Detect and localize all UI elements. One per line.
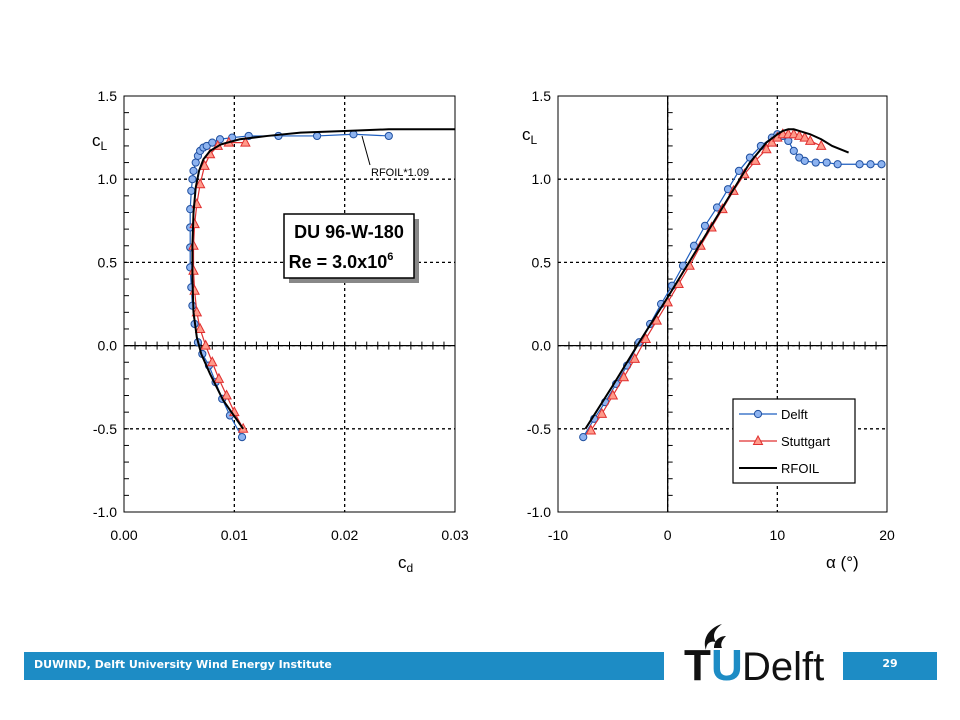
y-axis-label: cL (522, 125, 538, 147)
footer-institute-text: DUWIND, Delft University Wind Energy Ins… (34, 658, 332, 671)
reynolds-number: Re = 3.0x106 (289, 251, 394, 272)
logo-delft: Delft (742, 645, 824, 684)
delft-marker (188, 175, 197, 184)
tu-delft-logo: T U Delft (684, 624, 824, 684)
stuttgart-marker (596, 407, 608, 418)
delft-marker (349, 130, 358, 139)
stuttgart-marker (194, 322, 206, 333)
charts-canvas: 1.51.00.50.0-0.5-1.00.00 0.01 0.02 0.03cLcd… (92, 88, 895, 575)
flame-icon (704, 624, 726, 650)
delft-marker (866, 160, 875, 169)
stuttgart-marker (629, 352, 641, 363)
legend-label: Stuttgart (781, 434, 831, 449)
legend-delft-marker (753, 409, 763, 419)
delft-marker (237, 433, 247, 442)
x-tick-label: 10 (770, 527, 786, 543)
x-tick-label: 0 (664, 527, 672, 543)
series-rfoil-line (191, 128, 455, 430)
stuttgart-marker (799, 131, 811, 142)
chart-cl-vs-cd: 1.5 1.0 0.5 0.0 -0.5 -1.0 0.00 0.01 0.02 0.03 cL cd… (92, 88, 469, 575)
stuttgart-marker (199, 159, 210, 170)
delft-marker (700, 221, 710, 230)
x-tick-label: 0.00 (110, 527, 137, 543)
y-tick-label: 0.5 (98, 254, 118, 270)
delft-marker (789, 146, 798, 156)
delft-marker (855, 160, 864, 169)
delft-marker (784, 136, 793, 146)
x-tick-label: 0.02 (331, 527, 358, 543)
y-tick-label: 1.5 (532, 88, 552, 104)
logo-letter-t: T (684, 641, 711, 684)
rfoil-callout-label: RFOIL*1.09 (371, 167, 429, 179)
x-tick-label: 0.03 (441, 527, 468, 543)
y-tick-label: 1.5 (98, 88, 118, 104)
stuttgart-marker (804, 134, 816, 145)
stuttgart-marker (618, 371, 630, 382)
x-tick-label: 0.01 (221, 527, 248, 543)
stuttgart-marker (788, 128, 800, 139)
delft-marker (822, 158, 831, 167)
airfoil-name: DU 96-W-180 (294, 222, 404, 242)
footer-bar (24, 652, 664, 680)
delft-marker (312, 131, 322, 141)
delft-marker (384, 131, 393, 141)
y-tick-label: -1.0 (93, 504, 117, 520)
delft-marker (800, 156, 809, 165)
x-tick-label: -10 (548, 527, 568, 543)
x-tick-label: 20 (879, 527, 895, 543)
y-tick-label: 1.0 (532, 171, 552, 187)
delft-marker (191, 158, 200, 167)
stuttgart-marker (206, 356, 218, 367)
slide-number-bar (843, 652, 937, 680)
stuttgart-marker (221, 389, 232, 400)
delft-marker (579, 433, 588, 442)
stuttgart-marker (607, 389, 619, 400)
stuttgart-marker (815, 139, 827, 150)
delft-marker (734, 166, 744, 175)
y-axis-label: cL (92, 131, 108, 153)
y-tick-label: 0.5 (532, 254, 552, 270)
stuttgart-marker (200, 339, 211, 350)
stuttgart-marker (240, 136, 251, 147)
x-axis-label: α (°) (826, 553, 859, 572)
annotation-box (283, 213, 415, 279)
plot-frame (123, 95, 456, 513)
delft-marker (877, 160, 886, 169)
delft-marker (811, 158, 820, 167)
y-tick-label: -0.5 (93, 421, 117, 437)
legend-label: Delft (781, 407, 808, 422)
delft-marker (189, 166, 198, 175)
legend-stuttgart-marker (752, 434, 764, 445)
slide-number: 29 (882, 657, 898, 670)
y-tick-label: -1.0 (527, 504, 551, 520)
rfoil-callout-line (361, 135, 371, 166)
stuttgart-marker (188, 239, 199, 250)
stuttgart-marker (793, 129, 805, 140)
series-rfoil-line (584, 128, 849, 430)
stuttgart-marker (640, 332, 652, 343)
y-tick-label: -0.5 (527, 421, 551, 437)
stuttgart-marker (761, 143, 772, 154)
x-axis-label: cd (398, 553, 413, 575)
stuttgart-marker (213, 372, 225, 383)
y-tick-label: 0.0 (532, 338, 552, 354)
stuttgart-marker (585, 424, 597, 435)
stuttgart-marker (766, 136, 778, 147)
y-tick-label: 0.0 (98, 338, 118, 354)
delft-marker (208, 138, 217, 147)
stuttgart-marker (194, 178, 206, 189)
legend-label: RFOIL (781, 461, 819, 476)
logo-letter-u: U (711, 641, 743, 684)
delft-marker (833, 160, 842, 169)
delft-marker (187, 186, 196, 195)
stuttgart-marker (188, 264, 199, 275)
y-tick-label: 1.0 (98, 171, 118, 187)
chart-cl-vs-alpha: 1.5 1.0 0.5 0.0 -0.5 -1.0 -10 0 10 20 cL α (°) Delft… (522, 88, 895, 572)
